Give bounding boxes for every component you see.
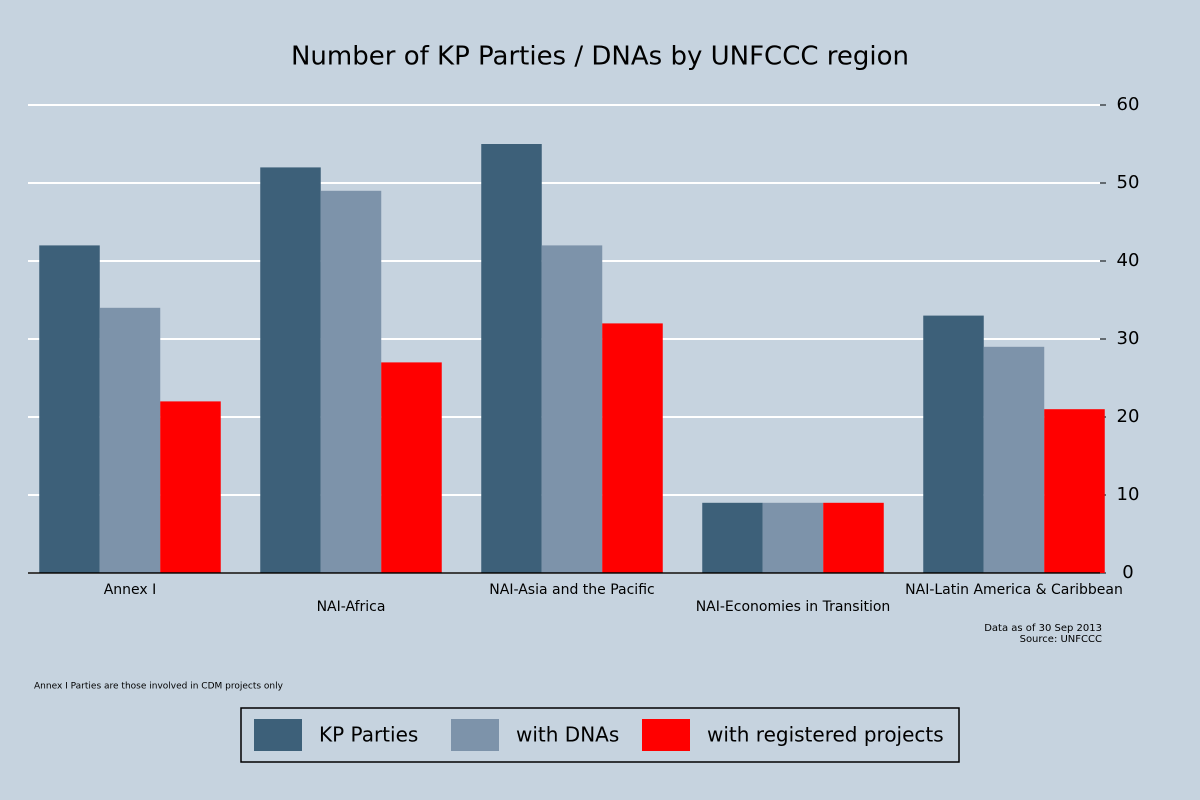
legend-label: with registered projects xyxy=(707,723,944,747)
legend-swatch xyxy=(642,719,690,751)
bar xyxy=(702,502,763,573)
x-tick-label: NAI-Latin America & Caribbean xyxy=(905,582,1123,598)
x-tick-label: Annex I xyxy=(104,582,157,598)
x-tick-label: NAI-Asia and the Pacific xyxy=(489,582,654,598)
y-tick-label: 50 xyxy=(1117,172,1140,193)
bar xyxy=(481,144,542,573)
annotation: Source: UNFCCC xyxy=(1020,634,1102,645)
y-tick-label: 10 xyxy=(1117,484,1140,505)
y-tick-label: 20 xyxy=(1117,406,1140,427)
legend-label: KP Parties xyxy=(319,723,418,747)
bar xyxy=(160,401,221,573)
y-tick-label: 60 xyxy=(1117,94,1140,115)
bar xyxy=(39,245,100,573)
bar xyxy=(260,167,321,573)
bar xyxy=(541,245,603,573)
bar xyxy=(99,307,161,573)
y-tick-label: 30 xyxy=(1117,328,1140,349)
legend-label: with DNAs xyxy=(516,723,619,747)
legend-swatch xyxy=(451,719,499,751)
y-tick-label: 40 xyxy=(1117,250,1140,271)
bar xyxy=(381,362,442,573)
bar xyxy=(762,502,824,573)
bar xyxy=(602,323,663,573)
legend-swatch xyxy=(254,719,302,751)
y-tick-label: 0 xyxy=(1122,562,1133,583)
chart-title: Number of KP Parties / DNAs by UNFCCC re… xyxy=(291,42,909,72)
bar xyxy=(983,346,1045,573)
bar xyxy=(320,190,382,574)
bar xyxy=(1044,409,1105,573)
x-tick-label: NAI-Africa xyxy=(317,599,386,615)
legend-box xyxy=(240,707,960,763)
bar xyxy=(923,315,984,573)
x-tick-label: NAI-Economies in Transition xyxy=(696,599,891,615)
bar xyxy=(823,502,884,573)
annotation: Annex I Parties are those involved in CD… xyxy=(34,682,284,692)
annotation: Data as of 30 Sep 2013 xyxy=(984,623,1102,634)
